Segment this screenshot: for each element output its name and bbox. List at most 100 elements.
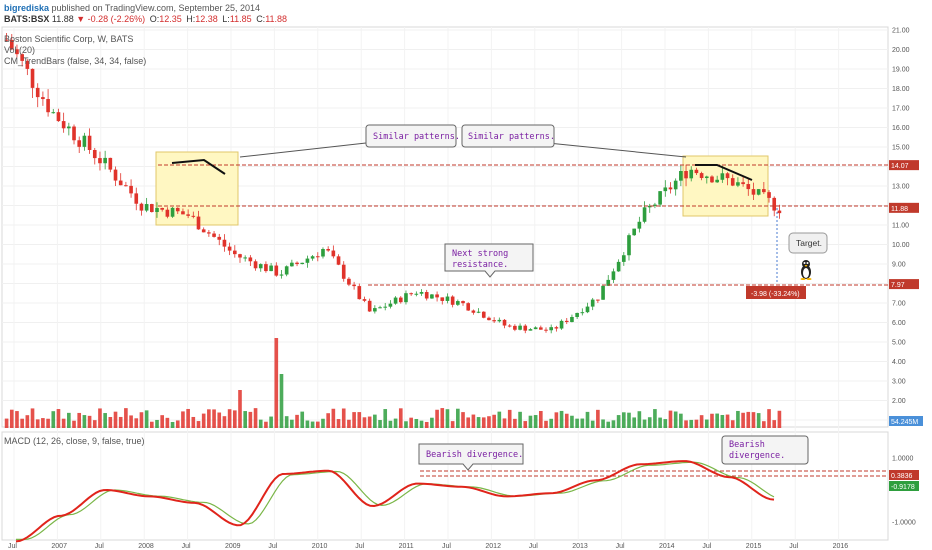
volume-bar [150, 421, 154, 428]
volume-bar [160, 415, 165, 428]
candle-body [715, 179, 719, 183]
macd-tag-a [889, 470, 919, 480]
author-link[interactable]: bigrediska [4, 3, 50, 13]
price-axis-label: 10.00 [892, 242, 910, 249]
candle-body [264, 264, 268, 272]
callout-similar-right[interactable] [461, 124, 555, 148]
candle-body [15, 49, 19, 55]
candle-body [772, 197, 777, 211]
legend-title[interactable]: Boston Scientific Corp, W, BATS [4, 34, 134, 44]
candle-body [367, 300, 372, 312]
volume-bar [295, 414, 299, 428]
price-axis-label: 18.00 [892, 86, 910, 93]
time-axis-label: 2013 [572, 543, 588, 550]
time-axis-label: Jul [268, 543, 277, 550]
volume-bar [419, 420, 424, 428]
time-axis-label: Jul [355, 543, 364, 550]
candle-body [647, 205, 652, 208]
candle-body [269, 265, 273, 272]
candle-body [373, 308, 377, 312]
volume-bar [741, 412, 745, 428]
close-value: 11.88 [265, 14, 288, 24]
price-tag-last [889, 202, 919, 213]
volume-tag [889, 416, 923, 426]
volume-bar [51, 411, 56, 428]
measure-text: -3.98 (-33.24%) [751, 291, 800, 298]
legend-trendbars[interactable]: CM_TrendBars (false, 34, 34, false) [4, 56, 147, 66]
price-axis-label: 21.00 [892, 28, 910, 35]
volume-bar [632, 417, 636, 428]
candle-body [72, 126, 76, 141]
volume-bar [347, 419, 351, 428]
candle-body [134, 193, 139, 204]
candle-body [165, 209, 170, 217]
candle-body [746, 184, 751, 190]
candle-body [570, 316, 574, 322]
volume-bar [559, 410, 564, 428]
candle-body [404, 293, 408, 303]
candle-body [77, 140, 82, 147]
volume-bar [388, 420, 393, 428]
macd-axis-label: 1.0000 [892, 455, 914, 462]
volume-bar [264, 421, 268, 428]
candle-body [487, 317, 491, 321]
price-axis-label: 20.00 [892, 47, 910, 54]
candle-body [300, 262, 305, 265]
volume-bar [445, 409, 450, 428]
volume-bar [336, 419, 341, 428]
candle-body [461, 301, 465, 304]
price-axis-label: 4.00 [892, 359, 906, 366]
volume-bar [564, 413, 569, 428]
candle-body [627, 235, 631, 256]
candle-body [725, 173, 730, 179]
candle-body [424, 292, 429, 299]
candle-body [227, 246, 232, 251]
volume-bar [637, 411, 642, 428]
callout-target[interactable] [788, 232, 828, 254]
volume-bar [606, 421, 611, 428]
callout-next-resistance[interactable] [444, 243, 534, 278]
candle-body [435, 294, 439, 298]
candle-body [212, 233, 216, 237]
legend-macd[interactable]: MACD (12, 26, close, 9, false, true) [4, 436, 145, 446]
time-axis-label: Jul [182, 543, 191, 550]
volume-bar [518, 411, 522, 428]
callout-similar-left[interactable] [365, 124, 457, 148]
candle-body [492, 320, 496, 322]
volume-bar [56, 409, 61, 428]
candle-body [41, 97, 45, 100]
symbol-label[interactable]: BATS:BSX [4, 14, 50, 24]
volume-bar [383, 409, 388, 428]
volume-bar [725, 414, 730, 428]
macd-tag-a-text: 0.3836 [891, 473, 913, 480]
price-pane [1, 26, 889, 428]
candle-body [419, 292, 424, 294]
volume-bar [170, 421, 175, 428]
callout-similar-right-text: Similar patterns. [468, 132, 555, 142]
candle-body [155, 207, 159, 213]
candle-body [310, 256, 315, 259]
volume-bar [704, 419, 709, 428]
volume-bar [77, 412, 82, 428]
candle-body [108, 157, 113, 170]
volume-bar [466, 417, 471, 428]
candle-body [186, 214, 190, 216]
candle-body [378, 307, 382, 309]
volume-bar [284, 416, 289, 428]
candle-body [92, 149, 97, 159]
legend-volume[interactable]: Vol (20) [4, 45, 36, 55]
publish-line: bigrediska published on TradingView.com,… [4, 3, 260, 13]
volume-bar [222, 416, 227, 428]
trendline-left [171, 158, 226, 175]
candle-body [295, 262, 299, 265]
last-price: 11.88 [51, 14, 74, 24]
candle-body [513, 325, 517, 330]
volume-bar [103, 413, 107, 428]
candle-body [409, 293, 413, 295]
callout-bearish-right[interactable] [721, 435, 809, 465]
callout-bearish-left[interactable] [418, 443, 524, 471]
candle-body [124, 185, 128, 187]
candle-body [756, 189, 761, 195]
